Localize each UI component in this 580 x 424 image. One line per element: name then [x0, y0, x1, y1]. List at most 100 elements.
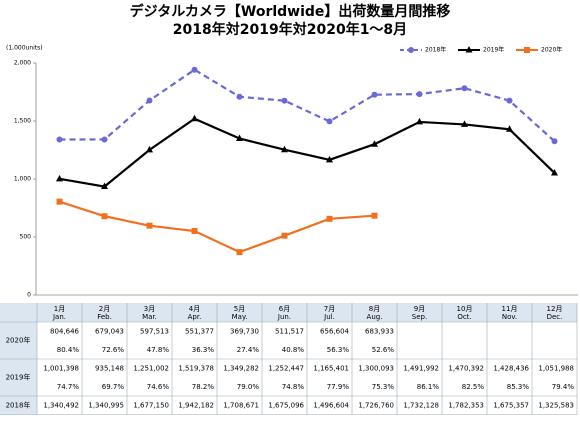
marker — [461, 85, 468, 92]
marker — [371, 91, 378, 98]
series-line — [59, 68, 556, 143]
marker — [371, 140, 378, 147]
table-cell: 1,340,995 — [88, 401, 124, 409]
marker — [326, 215, 333, 222]
marker — [506, 125, 513, 132]
table-cell: 56.3% — [327, 346, 350, 354]
marker — [236, 249, 243, 256]
table-month: 10月 — [457, 305, 473, 313]
table-cell: 1,470,392 — [448, 364, 484, 372]
y-tick-label: 0 — [27, 292, 31, 299]
table-cell: 79.4% — [552, 383, 575, 391]
table-month: 8月 — [369, 305, 380, 313]
marker — [56, 174, 63, 182]
table-cell: 85.3% — [507, 383, 530, 391]
marker — [465, 46, 473, 53]
marker — [101, 182, 108, 190]
table-month: 2月 — [99, 305, 110, 313]
table-cell: 75.3% — [372, 383, 395, 391]
marker — [281, 232, 288, 239]
table-cell: 597,513 — [140, 327, 169, 335]
table-cell: 1,708,671 — [223, 401, 259, 409]
table-month: 6月 — [279, 305, 290, 313]
marker — [236, 134, 243, 141]
table-month-en: Apr. — [188, 313, 202, 321]
table-cell: 1,051,988 — [538, 364, 574, 372]
table-month: 4月 — [189, 305, 200, 313]
marker — [408, 47, 414, 53]
table-month: 3月 — [144, 305, 155, 313]
marker — [416, 91, 423, 98]
marker — [146, 145, 153, 153]
table-cell: 1,491,992 — [403, 364, 439, 372]
marker — [191, 114, 198, 122]
series-line — [59, 200, 375, 254]
marker — [191, 228, 198, 235]
y-tick-label: 2,000 — [14, 60, 31, 67]
marker — [551, 138, 558, 145]
table-cell: 74.7% — [57, 383, 80, 391]
chart-subtitle: 2018年対2019年対2020年1～8月 — [173, 21, 407, 38]
table-cell: 804,646 — [50, 327, 79, 335]
table-cell: 1,165,401 — [313, 364, 349, 372]
y-tick-label: 1,500 — [14, 118, 31, 125]
table-cell: 80.4% — [57, 346, 80, 354]
table-month: 1月 — [54, 305, 65, 313]
table-cell: 47.8% — [147, 346, 170, 354]
table-cell: 511,517 — [275, 327, 304, 335]
table-cell: 74.8% — [282, 383, 305, 391]
marker — [146, 97, 153, 104]
marker — [281, 145, 288, 153]
table-cell: 1,251,002 — [133, 364, 169, 372]
table-cell: 78.2% — [192, 383, 215, 391]
marker — [101, 213, 108, 220]
table-month-en: Aug. — [367, 313, 383, 321]
table-cell: 369,730 — [230, 327, 259, 335]
table-cell: 683,933 — [365, 327, 394, 335]
marker — [101, 136, 108, 143]
marker — [281, 97, 288, 104]
table-cell: 1,942,182 — [178, 401, 214, 409]
table-cell: 1,001,398 — [43, 364, 79, 372]
table-cell: 1,349,282 — [223, 364, 259, 372]
table-month-en: Oct. — [457, 313, 471, 321]
table-month-en: May. — [232, 313, 248, 321]
table-cell: 1,782,353 — [448, 401, 484, 409]
table-cell: 52.6% — [372, 346, 395, 354]
table-cell: 679,043 — [95, 327, 124, 335]
table-cell: 656,604 — [320, 327, 349, 335]
marker — [524, 47, 530, 53]
table-month-en: Jul. — [323, 313, 335, 321]
table-cell: 40.8% — [282, 346, 305, 354]
table-month-en: Nov. — [502, 313, 517, 321]
table-row-label: 2019年 — [6, 373, 31, 382]
table-cell: 1,340,492 — [43, 401, 79, 409]
table-cell: 1,325,583 — [538, 401, 574, 409]
marker — [146, 222, 153, 229]
table-month-en: Jan. — [52, 313, 66, 321]
table-month: 5月 — [234, 305, 245, 313]
table-row-label: 2018年 — [6, 400, 31, 409]
table-cell: 551,377 — [185, 327, 214, 335]
table-month-en: Mar. — [142, 313, 157, 321]
chart-title: デジタルカメラ【Worldwide】出荷数量月間推移 — [130, 3, 451, 20]
marker — [191, 66, 198, 73]
marker — [461, 120, 468, 127]
table-cell: 82.5% — [462, 383, 485, 391]
table-month: 9月 — [414, 305, 425, 313]
marker — [236, 93, 243, 100]
table-cell: 1,496,604 — [313, 401, 349, 409]
y-axis-label: (1,000units) — [6, 45, 43, 52]
table-row-label: 2020年 — [6, 336, 31, 345]
series-line — [59, 117, 556, 188]
table-month-en: Sep. — [412, 313, 427, 321]
table-cell: 36.3% — [192, 346, 215, 354]
table-cell: 1,732,128 — [403, 401, 439, 409]
table-cell: 74.6% — [147, 383, 170, 391]
table-month-en: Jun. — [277, 313, 291, 321]
marker — [506, 97, 513, 104]
table-cell: 69.7% — [102, 383, 125, 391]
marker — [56, 136, 63, 143]
marker — [416, 117, 423, 125]
table-cell: 1,428,436 — [493, 364, 529, 372]
